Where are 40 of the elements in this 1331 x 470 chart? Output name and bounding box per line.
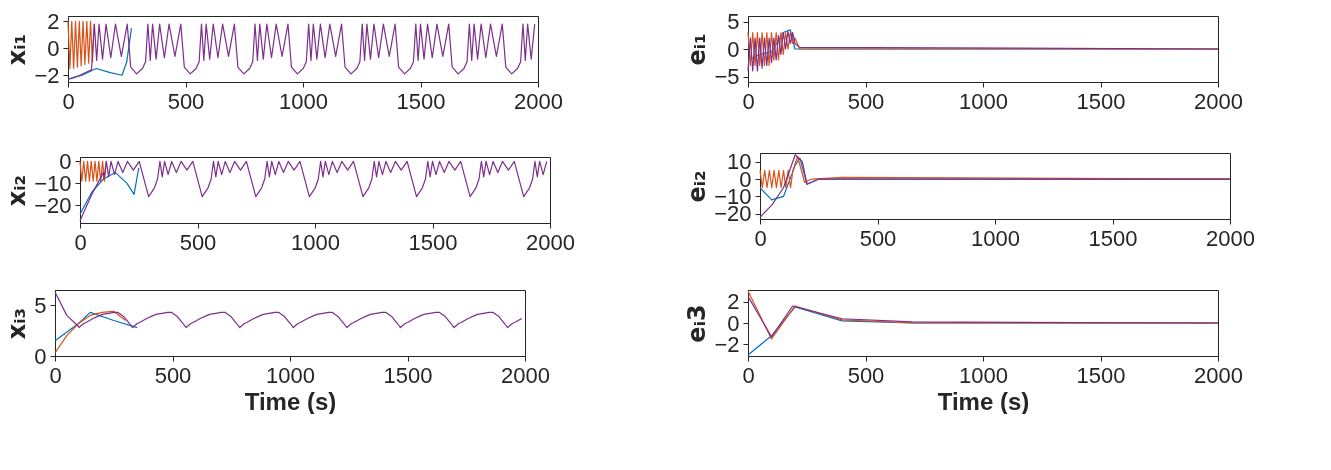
y-axis-title: xᵢ₂ xyxy=(3,174,32,207)
x-tick-label: 2000 xyxy=(501,362,550,388)
x-tick-label: 500 xyxy=(167,88,205,114)
x-tick-label: 1500 xyxy=(408,229,458,255)
y-tick-label: 2 xyxy=(47,8,60,34)
x-tick-label: 1500 xyxy=(1076,362,1126,388)
x-tick-label: 1000 xyxy=(959,362,1008,388)
x-tick-label: 500 xyxy=(154,362,192,388)
x-axis-title: Time (s) xyxy=(244,387,337,415)
x-tick-label: 2000 xyxy=(526,229,575,255)
y-tick-label: 0 xyxy=(34,343,47,369)
y-tick-label: −2 xyxy=(34,62,60,88)
x-tick-label: 1000 xyxy=(959,88,1008,114)
x-tick-label: 2000 xyxy=(1206,225,1255,251)
y-tick-label: 0 xyxy=(47,35,60,61)
x-tick-label: 500 xyxy=(179,229,217,255)
x-tick-label: 1500 xyxy=(383,362,433,388)
y-axis-title: eᵢ₁ xyxy=(683,33,712,66)
x-tick-label: 500 xyxy=(859,225,897,251)
x-tick-label: 1000 xyxy=(266,362,315,388)
y-axis-title: eᵢ₂ xyxy=(683,170,712,203)
y-tick-label: 5 xyxy=(727,9,740,34)
x-tick-label: 1000 xyxy=(971,225,1020,251)
x-tick-label: 2000 xyxy=(1194,362,1243,388)
x-tick-label: 1500 xyxy=(1076,88,1126,114)
x-tick-label: 1000 xyxy=(279,88,328,114)
y-axis-title: eᵢ3 xyxy=(683,304,712,343)
y-tick-label: 0 xyxy=(727,36,740,62)
x-tick-label: 500 xyxy=(847,88,885,114)
x-tick-label: 1000 xyxy=(291,229,340,255)
y-tick-label: −5 xyxy=(714,64,740,89)
x-axis-title: Time (s) xyxy=(937,387,1030,415)
x-tick-label: 500 xyxy=(847,362,885,388)
x-tick-label: 2000 xyxy=(1194,88,1243,114)
y-axis-title: xᵢ₃ xyxy=(3,307,32,340)
y-tick-label: 5 xyxy=(34,292,47,318)
x-tick-label: 1500 xyxy=(1088,225,1138,251)
x-tick-label: 1500 xyxy=(396,88,446,114)
x-tick-label: 2000 xyxy=(514,88,563,114)
y-axis-title: xᵢ₁ xyxy=(3,33,32,66)
